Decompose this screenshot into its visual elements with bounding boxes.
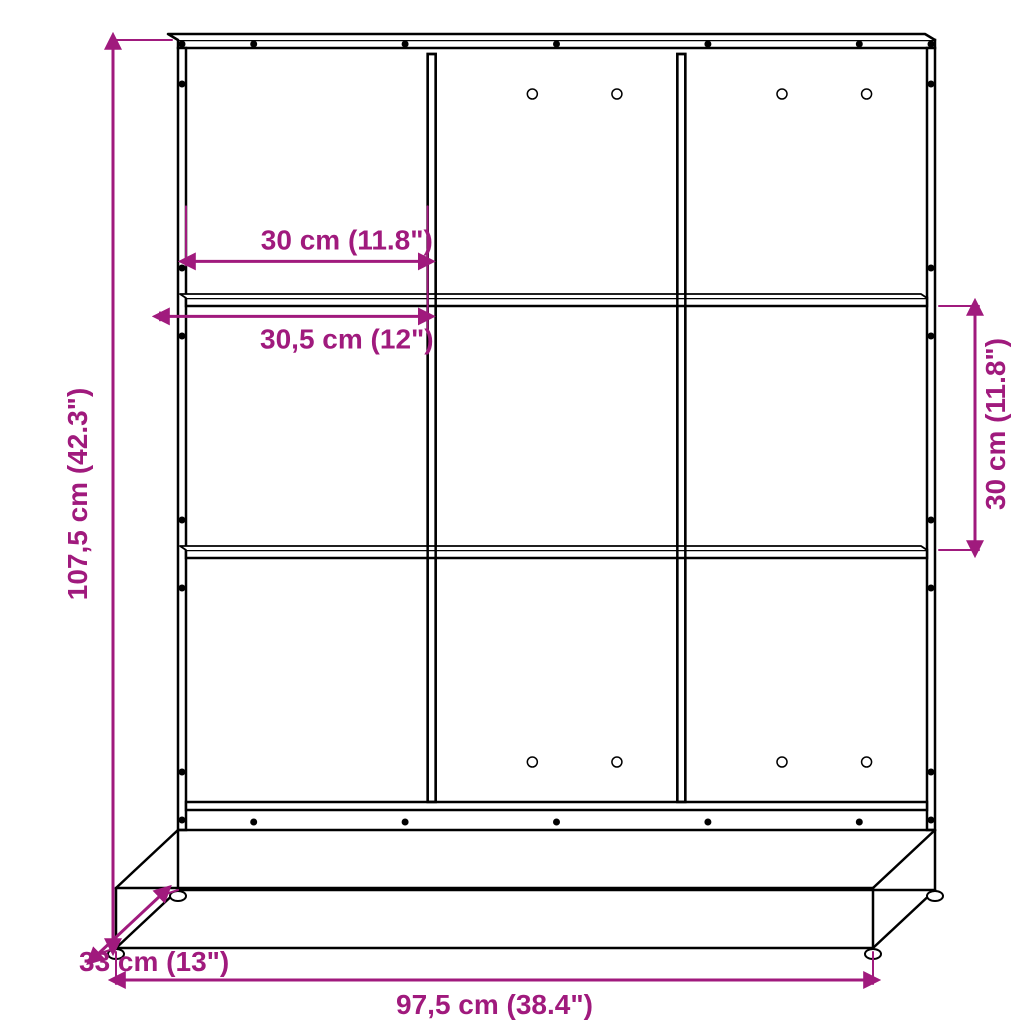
svg-text:33 cm (13"): 33 cm (13") xyxy=(79,946,229,977)
svg-text:30 cm (11.8"): 30 cm (11.8") xyxy=(261,224,433,255)
svg-text:30,5 cm (12"): 30,5 cm (12") xyxy=(260,323,434,354)
shelf-dimension-diagram: 107,5 cm (42.3") 30 cm (11.8") 30,5 cm (12… xyxy=(0,0,1024,1024)
svg-text:97,5 cm (38.4"): 97,5 cm (38.4") xyxy=(396,989,593,1020)
svg-text:30 cm (11.8"): 30 cm (11.8") xyxy=(980,338,1011,510)
svg-text:107,5 cm (42.3"): 107,5 cm (42.3") xyxy=(62,388,93,601)
